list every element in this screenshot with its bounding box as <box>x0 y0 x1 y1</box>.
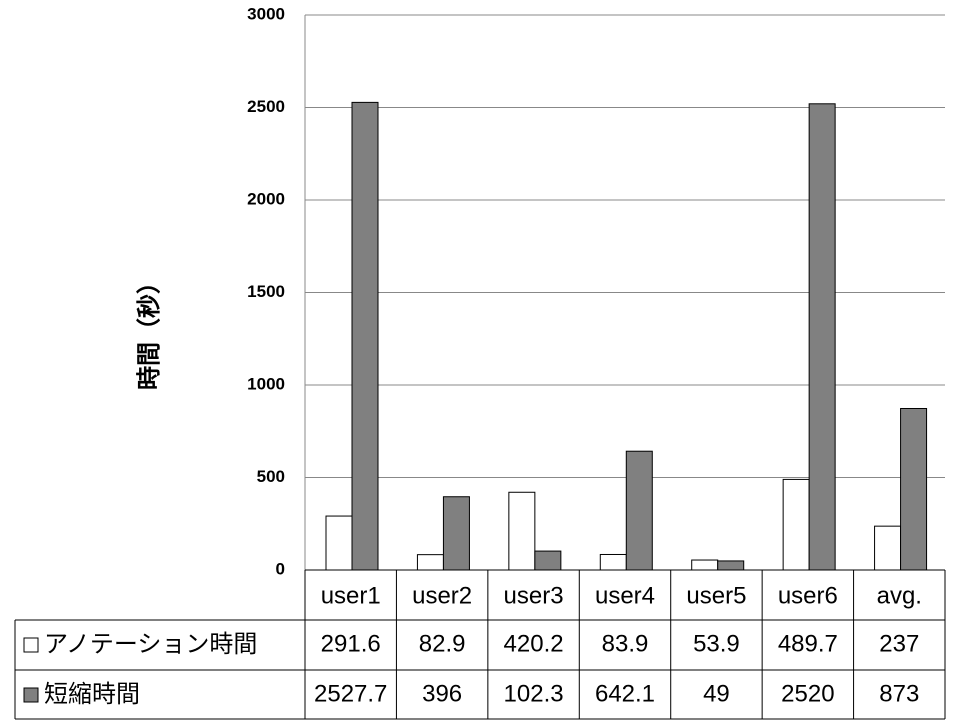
table-value: 49 <box>703 680 730 707</box>
y-tick-label: 1500 <box>247 282 285 301</box>
legend-swatch <box>23 637 39 653</box>
bar <box>625 450 653 571</box>
x-tick-label: user6 <box>778 582 838 609</box>
x-tick-label: user3 <box>504 582 564 609</box>
x-tick-label: avg. <box>877 582 922 609</box>
bar <box>351 101 379 571</box>
table-value: 237 <box>879 630 919 657</box>
table-value: 82.9 <box>419 630 466 657</box>
table-value: 420.2 <box>504 630 564 657</box>
table-value: 642.1 <box>595 680 655 707</box>
bar <box>900 407 928 571</box>
x-tick-label: user4 <box>595 582 655 609</box>
bar <box>874 525 902 571</box>
bar <box>782 478 810 571</box>
series-name: 短縮時間 <box>44 680 140 708</box>
table-value: 2520 <box>781 680 834 707</box>
table-value: 83.9 <box>602 630 649 657</box>
y-tick-label: 0 <box>276 559 285 578</box>
bar <box>534 550 562 571</box>
table-value: 291.6 <box>321 630 381 657</box>
series-name: アノテーション時間 <box>44 630 257 658</box>
bar <box>508 491 536 571</box>
bar <box>416 554 444 571</box>
y-axis-title: 時間（秒） <box>135 270 163 390</box>
table-value: 873 <box>879 680 919 707</box>
bar <box>442 496 470 571</box>
y-tick-label: 500 <box>257 467 285 486</box>
legend-swatch <box>23 687 39 703</box>
table-value: 102.3 <box>504 680 564 707</box>
bar <box>717 560 745 571</box>
y-tick-label: 1000 <box>247 374 285 393</box>
bar <box>325 515 353 571</box>
x-tick-label: user1 <box>321 582 381 609</box>
bar <box>691 559 719 571</box>
table-value: 489.7 <box>778 630 838 657</box>
bar <box>599 553 627 571</box>
y-tick-label: 2500 <box>247 97 285 116</box>
bar <box>808 103 836 571</box>
table-value: 2527.7 <box>314 680 387 707</box>
x-tick-label: user5 <box>686 582 746 609</box>
table-value: 396 <box>422 680 462 707</box>
y-tick-label: 3000 <box>247 4 285 23</box>
y-tick-label: 2000 <box>247 189 285 208</box>
x-tick-label: user2 <box>412 582 472 609</box>
table-value: 53.9 <box>693 630 740 657</box>
